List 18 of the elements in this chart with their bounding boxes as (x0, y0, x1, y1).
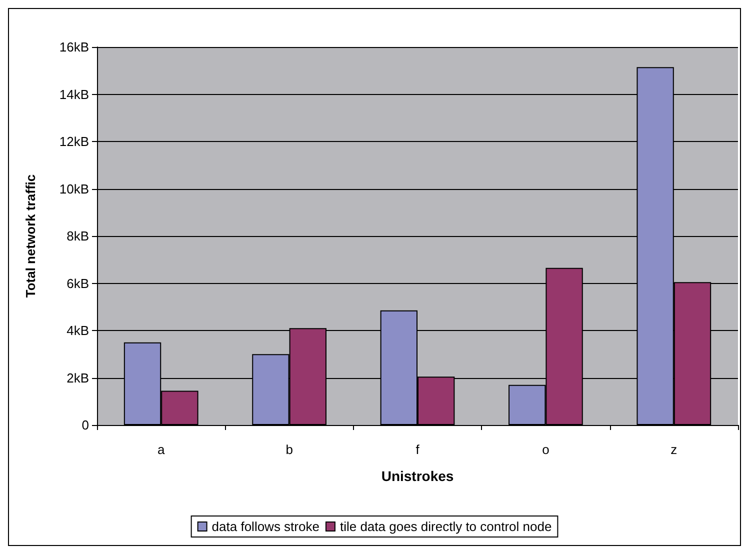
y-tick-label: 4kB (66, 323, 89, 338)
y-axis-title: Total network traffic (23, 174, 38, 298)
x-tick-label: o (542, 442, 550, 457)
y-tick-label: 8kB (66, 228, 89, 244)
x-tick-label: b (286, 442, 293, 457)
x-tick-label: a (157, 442, 166, 457)
y-tick-label: 14kB (59, 86, 89, 102)
legend-label: tile data goes directly to control node (340, 519, 552, 534)
y-tick-label: 2kB (66, 370, 89, 386)
y-tick-label: 16kB (59, 40, 89, 54)
y-tick-label: 6kB (66, 276, 89, 291)
x-axis-title: Unistrokes (381, 468, 454, 484)
y-tick-label: 10kB (59, 181, 89, 196)
y-tick-label: 0 (82, 418, 89, 432)
legend-label: data follows stroke (212, 519, 320, 534)
y-tick-label: 12kB (59, 134, 89, 149)
x-tick-label: z (670, 442, 678, 457)
x-tick-label: f (416, 442, 420, 457)
